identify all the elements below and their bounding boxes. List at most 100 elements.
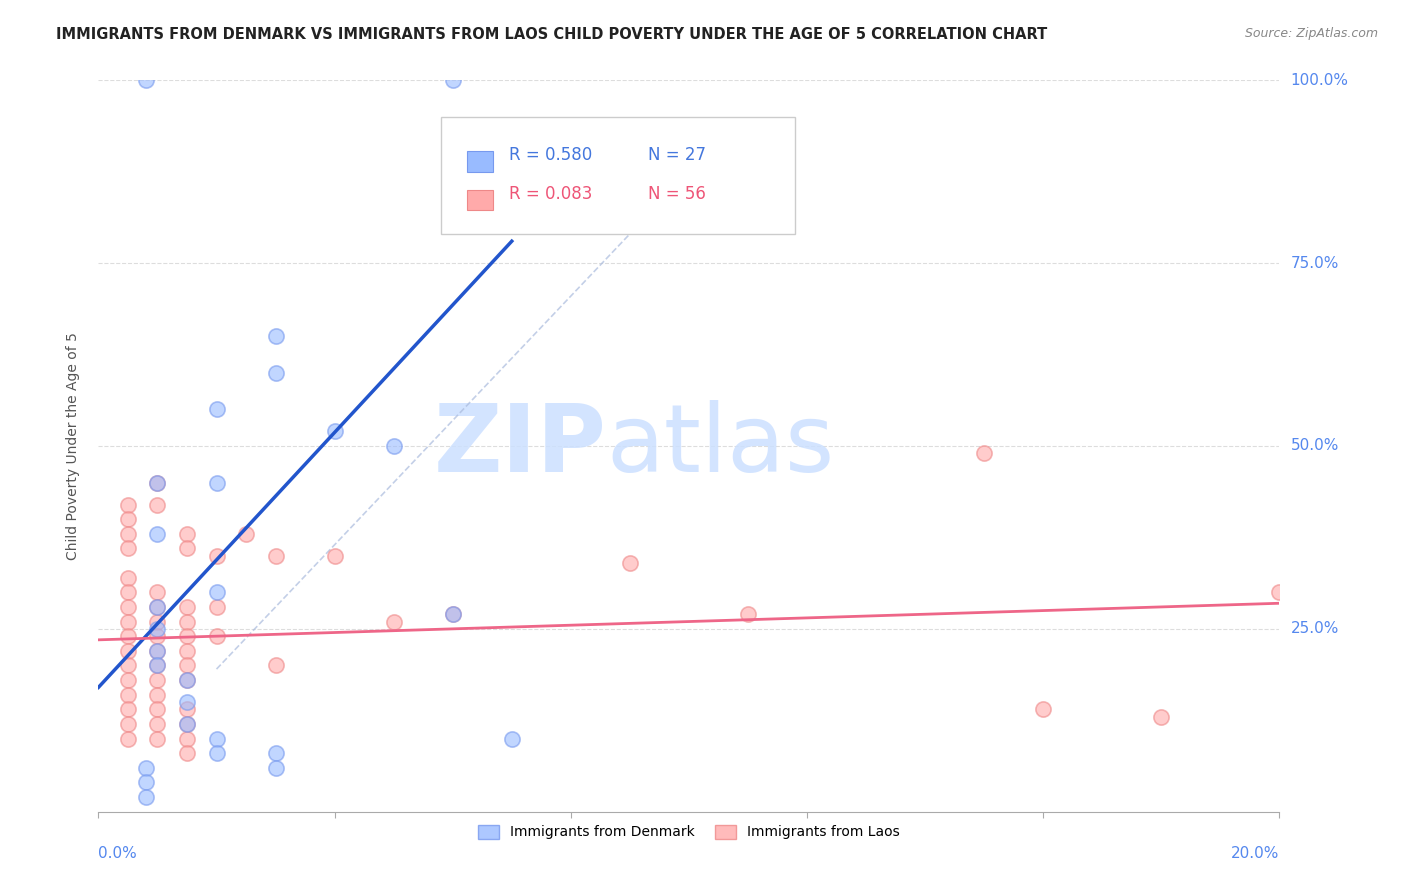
Point [264, 761, 287, 775]
Point [117, 599, 139, 614]
Text: atlas: atlas [606, 400, 835, 492]
Point [264, 366, 287, 380]
Text: N = 56: N = 56 [648, 185, 706, 202]
Point [176, 746, 198, 760]
Point [146, 673, 169, 687]
Point [382, 439, 405, 453]
Point [135, 790, 157, 805]
Point [205, 549, 228, 563]
Point [205, 402, 228, 417]
Point [205, 629, 228, 643]
Point [146, 702, 169, 716]
Point [117, 731, 139, 746]
Point [117, 498, 139, 512]
Text: N = 27: N = 27 [648, 146, 706, 164]
Point [176, 695, 198, 709]
Text: 50.0%: 50.0% [1291, 439, 1339, 453]
Legend: Immigrants from Denmark, Immigrants from Laos: Immigrants from Denmark, Immigrants from… [472, 819, 905, 845]
Point [973, 446, 995, 460]
Point [176, 599, 198, 614]
Point [176, 673, 198, 687]
Point [1032, 702, 1054, 716]
Point [135, 761, 157, 775]
Point [1150, 709, 1173, 723]
Point [117, 571, 139, 585]
Text: 0.0%: 0.0% [98, 847, 138, 862]
Point [441, 607, 464, 622]
FancyBboxPatch shape [441, 117, 796, 234]
Point [146, 498, 169, 512]
Point [176, 629, 198, 643]
Point [264, 549, 287, 563]
Point [146, 599, 169, 614]
Point [146, 731, 169, 746]
Point [146, 585, 169, 599]
Point [135, 775, 157, 789]
Point [135, 73, 157, 87]
Text: 25.0%: 25.0% [1291, 622, 1339, 636]
Point [117, 658, 139, 673]
Point [117, 512, 139, 526]
Text: R = 0.580: R = 0.580 [509, 146, 593, 164]
Point [117, 541, 139, 556]
Point [176, 717, 198, 731]
Point [117, 688, 139, 702]
Point [176, 644, 198, 658]
Point [176, 541, 198, 556]
Point [501, 731, 523, 746]
Point [146, 599, 169, 614]
Point [205, 746, 228, 760]
Point [146, 658, 169, 673]
Point [117, 644, 139, 658]
Point [146, 475, 169, 490]
Point [441, 607, 464, 622]
Point [117, 526, 139, 541]
FancyBboxPatch shape [467, 151, 494, 171]
Point [146, 644, 169, 658]
Point [264, 658, 287, 673]
Point [441, 73, 464, 87]
Point [205, 599, 228, 614]
Point [117, 717, 139, 731]
Point [117, 615, 139, 629]
Point [146, 615, 169, 629]
Point [264, 329, 287, 343]
Point [117, 702, 139, 716]
Point [176, 526, 198, 541]
Point [146, 475, 169, 490]
Point [146, 688, 169, 702]
Text: 100.0%: 100.0% [1291, 73, 1348, 87]
Point [117, 673, 139, 687]
Point [176, 702, 198, 716]
Point [176, 673, 198, 687]
Point [323, 549, 346, 563]
Point [146, 658, 169, 673]
Point [737, 607, 759, 622]
Point [117, 585, 139, 599]
Point [619, 556, 641, 570]
Point [146, 717, 169, 731]
Point [176, 615, 198, 629]
Point [117, 629, 139, 643]
Point [146, 622, 169, 636]
Y-axis label: Child Poverty Under the Age of 5: Child Poverty Under the Age of 5 [66, 332, 80, 560]
Point [146, 644, 169, 658]
Point [235, 526, 257, 541]
Point [264, 746, 287, 760]
Point [205, 731, 228, 746]
Point [205, 585, 228, 599]
Point [176, 717, 198, 731]
Point [176, 658, 198, 673]
Point [323, 425, 346, 439]
FancyBboxPatch shape [467, 190, 494, 211]
Point [176, 731, 198, 746]
Point [1268, 585, 1291, 599]
Text: R = 0.083: R = 0.083 [509, 185, 593, 202]
Point [382, 615, 405, 629]
Text: 20.0%: 20.0% [1232, 847, 1279, 862]
Point [146, 629, 169, 643]
Text: 75.0%: 75.0% [1291, 256, 1339, 270]
Point [146, 526, 169, 541]
Text: IMMIGRANTS FROM DENMARK VS IMMIGRANTS FROM LAOS CHILD POVERTY UNDER THE AGE OF 5: IMMIGRANTS FROM DENMARK VS IMMIGRANTS FR… [56, 27, 1047, 42]
Text: Source: ZipAtlas.com: Source: ZipAtlas.com [1244, 27, 1378, 40]
